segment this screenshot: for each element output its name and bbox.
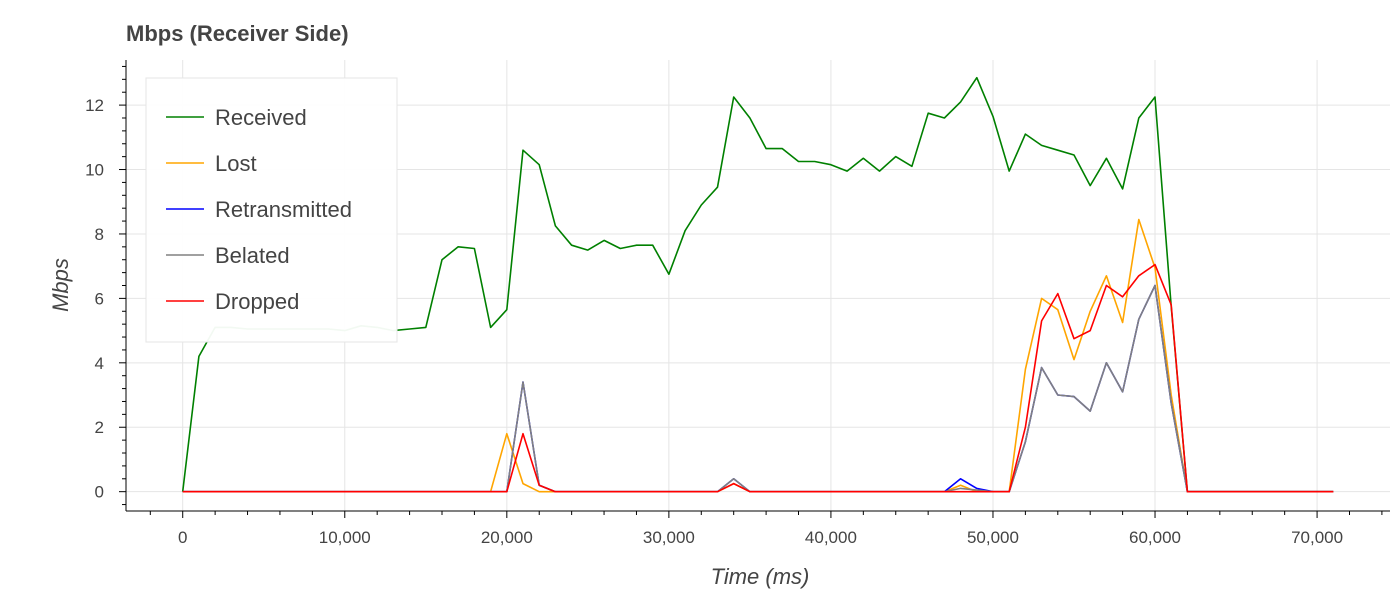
x-axis-label: Time (ms) [711,564,810,589]
y-axis-label: Mbps [48,258,73,312]
chart-title: Mbps (Receiver Side) [126,21,349,46]
legend-label-lost: Lost [215,151,257,176]
legend-label-belated: Belated [215,243,290,268]
y-tick-label: 0 [95,483,104,502]
axes: 0 10,000 20,000 30,000 40,000 50,000 60,000 70,… [85,60,1390,547]
legend: Received Lost Retransmitted Belated Dropped [145,77,398,343]
x-tick-label: 60,000 [1129,528,1181,547]
y-tick-label: 10 [85,161,104,180]
y-tick-label: 12 [85,96,104,115]
legend-box [145,77,398,343]
legend-label-retransmitted: Retransmitted [215,197,352,222]
y-tick-label: 6 [95,289,104,308]
x-tick-label: 0 [178,528,187,547]
x-tick-label: 50,000 [967,528,1019,547]
y-tick-label: 8 [95,225,104,244]
x-tick-label: 10,000 [319,528,371,547]
x-tick-label: 30,000 [643,528,695,547]
series-line-dropped [182,263,1334,493]
x-tick-label: 70,000 [1291,528,1343,547]
y-tick-label: 2 [95,418,104,437]
legend-label-received: Received [215,105,307,130]
x-tick-label: 20,000 [481,528,533,547]
legend-label-dropped: Dropped [215,289,299,314]
x-tick-label: 40,000 [805,528,857,547]
series-lines [181,76,1334,493]
y-tick-label: 4 [95,354,104,373]
